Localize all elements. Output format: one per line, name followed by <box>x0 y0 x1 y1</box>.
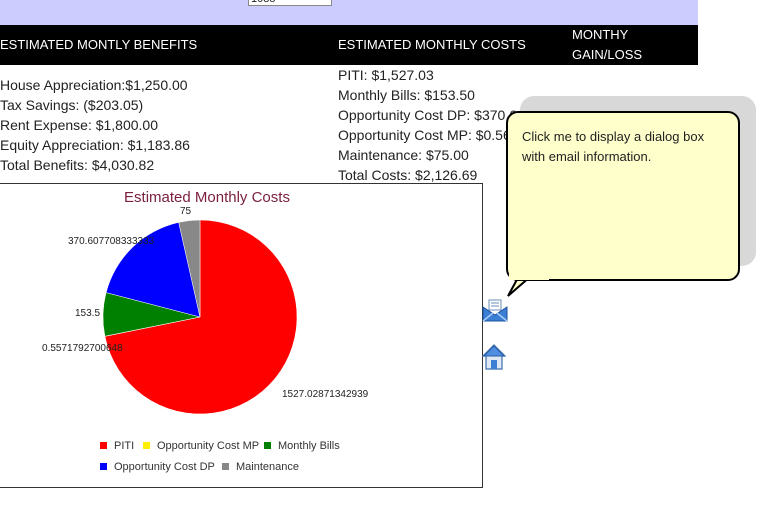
gain-header-line1: MONTHY <box>572 27 629 42</box>
benefit-house-appreciation: House Appreciation:$1,250.00 <box>0 77 188 93</box>
tooltip-bubble: Click me to display a dialog box with em… <box>506 111 740 281</box>
legend-swatch-piti <box>100 442 107 449</box>
cost-total: Total Costs: $2,126.69 <box>338 167 478 183</box>
cost-monthly-bills: Monthly Bills: $153.50 <box>338 87 475 103</box>
benefits-list: House Appreciation:$1,250.00 Tax Savings… <box>0 75 190 175</box>
email-icon[interactable] <box>482 298 508 322</box>
email-tooltip[interactable]: Click me to display a dialog box with em… <box>500 96 760 301</box>
home-icon[interactable] <box>481 344 507 370</box>
pie-label-piti: 1527.02871342939 <box>282 389 369 400</box>
legend-swatch-opportunity-cost-mp <box>143 442 150 449</box>
legend-swatch-maintenance <box>222 463 229 470</box>
pie-slice-maintenance <box>178 219 201 318</box>
cost-opportunity-mp: Opportunity Cost MP: $0.56 <box>338 127 511 143</box>
tooltip-tail-join <box>509 272 549 280</box>
results-header-bar: ESTIMATED MONTLY BENEFITS ESTIMATED MONT… <box>0 25 698 65</box>
tooltip-text: Click me to display a dialog box with em… <box>522 129 705 164</box>
pie-label-maintenance: 75 <box>180 206 192 217</box>
legend-swatch-opportunity-cost-dp <box>100 463 107 470</box>
top-band: 1085 <box>0 0 698 25</box>
cost-piti: PITI: $1,527.03 <box>338 67 434 83</box>
monthly-costs-pie-chart: Estimated Monthly Costs 1527.02871342939 0… <box>0 183 483 488</box>
benefit-tax-savings: Tax Savings: ($203.05) <box>0 97 144 113</box>
gain-header-line2: GAIN/LOSS <box>572 47 643 62</box>
benefits-header: ESTIMATED MONTLY BENEFITS <box>0 37 198 52</box>
pie-label-opportunity-cost-mp: 0.5571792700648 <box>42 343 123 354</box>
legend-label-opportunity-cost-dp: Opportunity Cost DP <box>114 461 215 473</box>
pie-slice-piti <box>104 219 298 415</box>
legend-label-maintenance: Maintenance <box>236 461 299 473</box>
pie-chart-svg: Estimated Monthly Costs 1527.02871342939 0… <box>42 189 369 473</box>
chart-title: Estimated Monthly Costs <box>124 189 290 206</box>
pie-label-opportunity-cost-dp: 370.607708333333 <box>68 236 155 247</box>
legend-label-opportunity-cost-mp: Opportunity Cost MP <box>157 440 259 452</box>
legend-label-monthly-bills: Monthly Bills <box>278 440 340 452</box>
benefit-total: Total Benefits: $4,030.82 <box>0 157 155 173</box>
pie-label-monthly-bills: 153.5 <box>75 308 100 319</box>
pie-slice-opportunity-cost-dp <box>105 222 201 318</box>
top-input-field[interactable]: 1085 <box>248 0 332 6</box>
legend-swatch-monthly-bills <box>264 442 271 449</box>
legend-label-piti: PITI <box>114 440 134 452</box>
costs-header: ESTIMATED MONTHLY COSTS <box>338 37 526 52</box>
benefit-equity-appreciation: Equity Appreciation: $1,183.86 <box>0 137 190 153</box>
costs-list: PITI: $1,527.03 Monthly Bills: $153.50 O… <box>338 65 517 185</box>
cost-maintenance: Maintenance: $75.00 <box>338 147 469 163</box>
benefit-rent-expense: Rent Expense: $1,800.00 <box>0 117 159 133</box>
cost-opportunity-dp: Opportunity Cost DP: $370.6 <box>338 107 517 123</box>
